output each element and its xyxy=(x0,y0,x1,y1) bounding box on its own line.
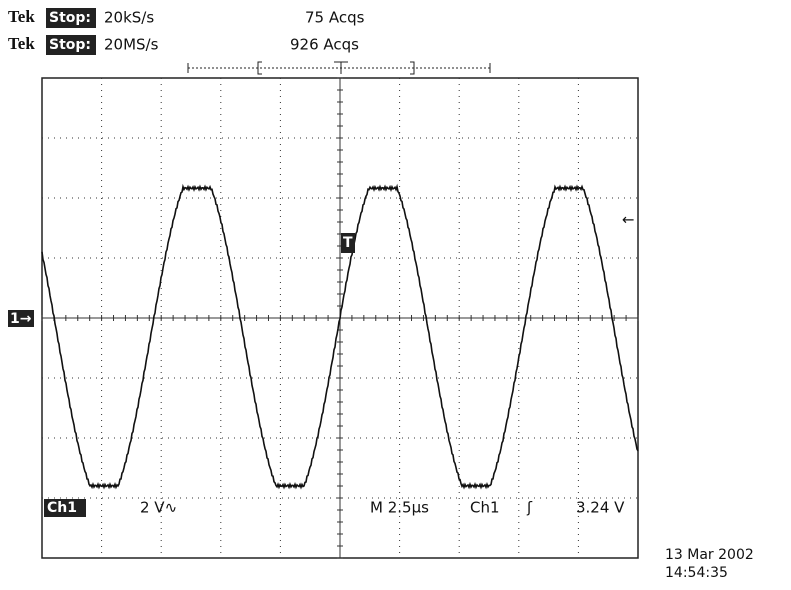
trigger-source: Ch1 xyxy=(470,499,500,517)
timebase: M 2.5µs xyxy=(370,499,429,517)
level-marker: ← xyxy=(622,211,635,229)
record-indicator xyxy=(188,62,490,74)
volts-per-div: 2 V∿ xyxy=(140,499,177,517)
trigger-marker: T xyxy=(343,235,353,251)
acquisitions: 75 Acqs xyxy=(305,9,365,27)
trigger-slope: ʃ xyxy=(526,499,533,517)
channel-marker: 1→ xyxy=(10,311,32,327)
brand: Tek xyxy=(8,7,35,26)
scope-screen: Tek Stop: 20kS/s 75 Acqs Tek Stop: 20MS/… xyxy=(0,0,791,586)
sample-rate: 20MS/s xyxy=(104,36,159,54)
sample-rate: 20kS/s xyxy=(104,9,154,27)
brand: Tek xyxy=(8,34,35,53)
acquisitions: 926 Acqs xyxy=(290,36,359,54)
date: 13 Mar 2002 xyxy=(665,547,754,563)
state: Stop: xyxy=(49,10,91,26)
time: 14:54:35 xyxy=(665,565,728,581)
trigger-level: 3.24 V xyxy=(576,499,625,517)
state: Stop: xyxy=(49,37,91,53)
channel: Ch1 xyxy=(47,500,77,516)
